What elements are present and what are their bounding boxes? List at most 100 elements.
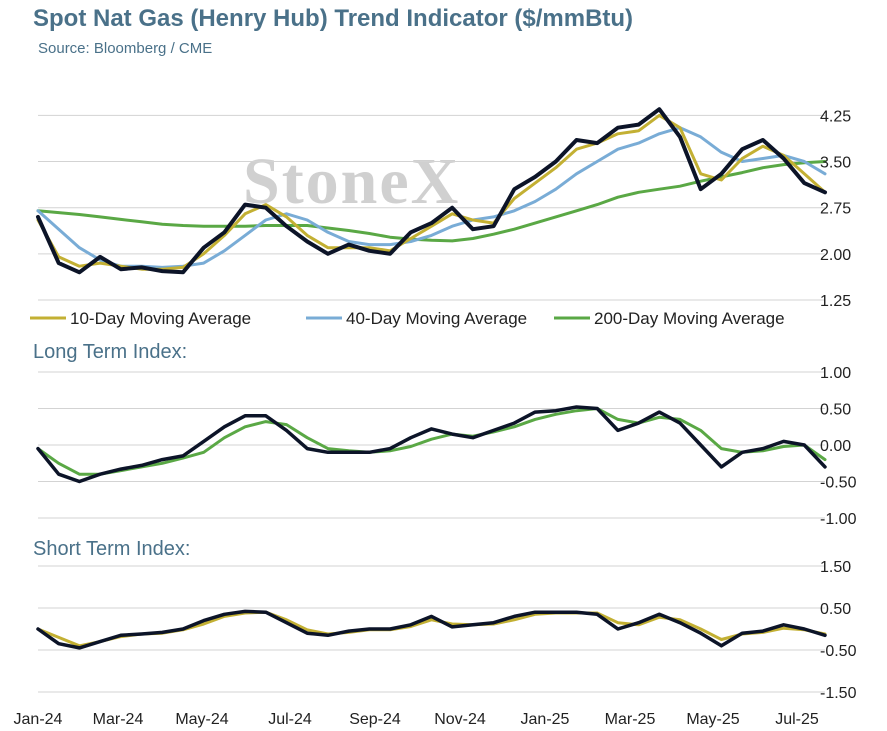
short-index-point	[202, 619, 205, 622]
short-index-point	[596, 613, 599, 616]
short-index-point	[140, 632, 143, 636]
long-index-point	[285, 429, 288, 432]
price-ma200-point	[513, 228, 516, 231]
long-signal-point	[78, 473, 81, 476]
short-index-point	[761, 629, 765, 633]
price-ma10-point	[513, 197, 516, 200]
price-price-point	[430, 221, 433, 225]
long-signal-point	[409, 445, 412, 448]
short-signal-point	[720, 638, 723, 641]
long-signal-point	[264, 420, 267, 423]
x-axis-label: Mar-25	[605, 711, 656, 728]
price-ma200-point	[98, 215, 102, 219]
chart-title: Spot Nat Gas (Henry Hub) Trend Indicator…	[33, 5, 634, 32]
price-ma10-point	[575, 148, 578, 151]
long-index-point	[98, 473, 102, 476]
short-index-point	[119, 634, 123, 637]
price-ma40-point	[57, 228, 60, 231]
long-index-point	[243, 414, 247, 417]
long-signal-point	[223, 436, 226, 439]
price-ma40-point	[285, 212, 288, 215]
long-index-point	[430, 427, 433, 431]
price-ma40-point	[533, 200, 537, 203]
x-axis-label: Jan-24	[14, 711, 63, 728]
short-y-tick-label: -1.50	[820, 685, 857, 702]
price-ma40-point	[803, 160, 806, 163]
price-ma200-point	[658, 188, 661, 191]
long-index-point	[347, 451, 350, 454]
price-price-point	[36, 215, 40, 219]
price-ma10-point	[306, 234, 309, 237]
long-index-point	[119, 467, 123, 471]
legend-label-ma10: 10-Day Moving Average	[70, 309, 251, 328]
price-price-point	[699, 188, 702, 191]
price-ma40-point	[264, 218, 267, 222]
price-price-point	[761, 138, 765, 142]
short-signal-point	[57, 636, 60, 639]
long-index-point	[492, 429, 495, 432]
price-y-tick-label: 3.50	[820, 155, 851, 172]
short-index-point	[720, 644, 723, 647]
short-index-point	[264, 611, 267, 614]
price-ma200-point	[57, 211, 60, 214]
price-price-point	[782, 157, 785, 160]
short-y-tick-label: -0.50	[820, 643, 857, 660]
long-index-point	[368, 451, 371, 454]
price-ma200-point	[575, 209, 578, 212]
price-ma200-point	[430, 239, 433, 242]
price-ma200-point	[181, 224, 185, 227]
x-axis-label: Mar-24	[93, 711, 144, 728]
long-index-point	[264, 414, 267, 417]
long-signal-point	[430, 438, 433, 441]
price-ma200-point	[741, 171, 744, 174]
price-price-point	[223, 231, 226, 234]
price-ma10-point	[699, 172, 702, 175]
long-index-point	[57, 473, 60, 476]
price-ma40-point	[761, 157, 765, 160]
long-signal-point	[782, 445, 785, 448]
price-price-point	[678, 135, 682, 139]
price-ma10-point	[554, 166, 557, 169]
long-index-point	[658, 410, 661, 414]
price-ma40-point	[36, 209, 40, 212]
price-price-point	[202, 246, 205, 249]
price-price-point	[285, 225, 288, 228]
short-signal-point	[306, 628, 309, 631]
price-price-point	[616, 126, 620, 129]
price-ma10-point	[471, 218, 475, 222]
price-ma200-point	[161, 223, 164, 226]
short-index-point	[181, 627, 185, 631]
short-index-point	[823, 634, 827, 637]
price-ma40-point	[451, 225, 454, 228]
price-ma40-point	[306, 218, 309, 222]
price-price-point	[78, 271, 81, 274]
long-index-point	[223, 425, 226, 428]
long-index-point	[388, 447, 392, 450]
price-ma40-point	[326, 231, 330, 234]
long-index-point	[761, 447, 765, 450]
price-ma40-point	[347, 240, 350, 243]
long-index-point	[803, 443, 806, 447]
short-index-point	[741, 632, 744, 635]
short-index-point	[492, 621, 495, 624]
short-signal-point	[699, 627, 702, 631]
long-index-point	[451, 432, 454, 436]
price-ma10-point	[616, 132, 620, 135]
watermark-logo: StoneX	[243, 145, 460, 218]
price-ma40-point	[78, 246, 81, 249]
long-signal-point	[823, 458, 827, 461]
short-index-point	[409, 623, 412, 626]
long-index-point	[575, 405, 578, 409]
price-ma10-point	[533, 181, 537, 185]
x-axis-label: Nov-24	[434, 711, 486, 728]
short-signal-point	[451, 622, 454, 626]
price-ma10-point	[409, 237, 412, 240]
long-signal-point	[678, 418, 682, 421]
price-ma200-point	[699, 180, 702, 183]
short-index-point	[36, 627, 40, 631]
x-axis-label: May-24	[175, 711, 228, 728]
short-signal-point	[285, 618, 288, 621]
short-index-point	[782, 623, 785, 626]
price-ma200-point	[596, 203, 599, 206]
price-price-point	[492, 225, 495, 228]
